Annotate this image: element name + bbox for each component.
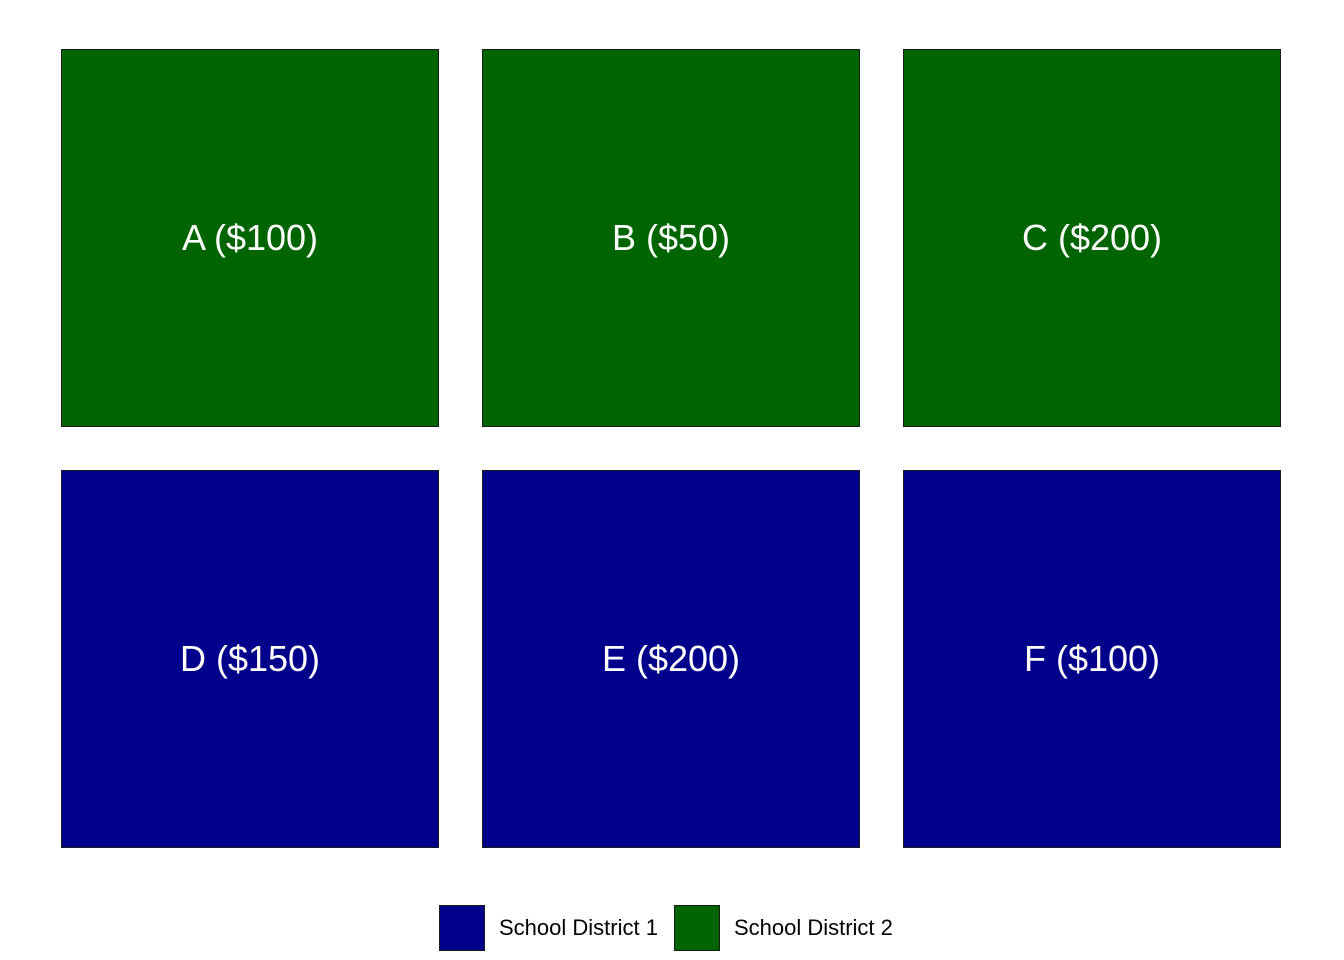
region-tile-e: E ($200) [482, 470, 860, 848]
legend-label-district-2: School District 2 [733, 915, 893, 940]
region-tile-c: C ($200) [903, 49, 1281, 427]
legend-swatch-district-2 [673, 905, 720, 951]
region-tile-a: A ($100) [61, 49, 439, 427]
legend-swatch-district-1 [439, 905, 485, 951]
region-label-a: A ($100) [181, 217, 319, 258]
region-tile-d: D ($150) [61, 470, 439, 848]
region-tile-b: B ($50) [482, 49, 860, 427]
region-label-e: E ($200) [601, 638, 741, 679]
legend: School District 1 School District 2 [439, 905, 909, 951]
region-label-c: C ($200) [1021, 217, 1163, 258]
legend-label-district-1: School District 1 [499, 915, 658, 940]
region-label-b: B ($50) [611, 217, 731, 258]
legend-item-district-2: School District 2 [673, 905, 893, 951]
legend-item-district-1: School District 1 [439, 905, 658, 951]
region-label-f: F ($100) [1023, 638, 1161, 679]
region-tile-f: F ($100) [903, 470, 1281, 848]
region-label-d: D ($150) [179, 638, 321, 679]
